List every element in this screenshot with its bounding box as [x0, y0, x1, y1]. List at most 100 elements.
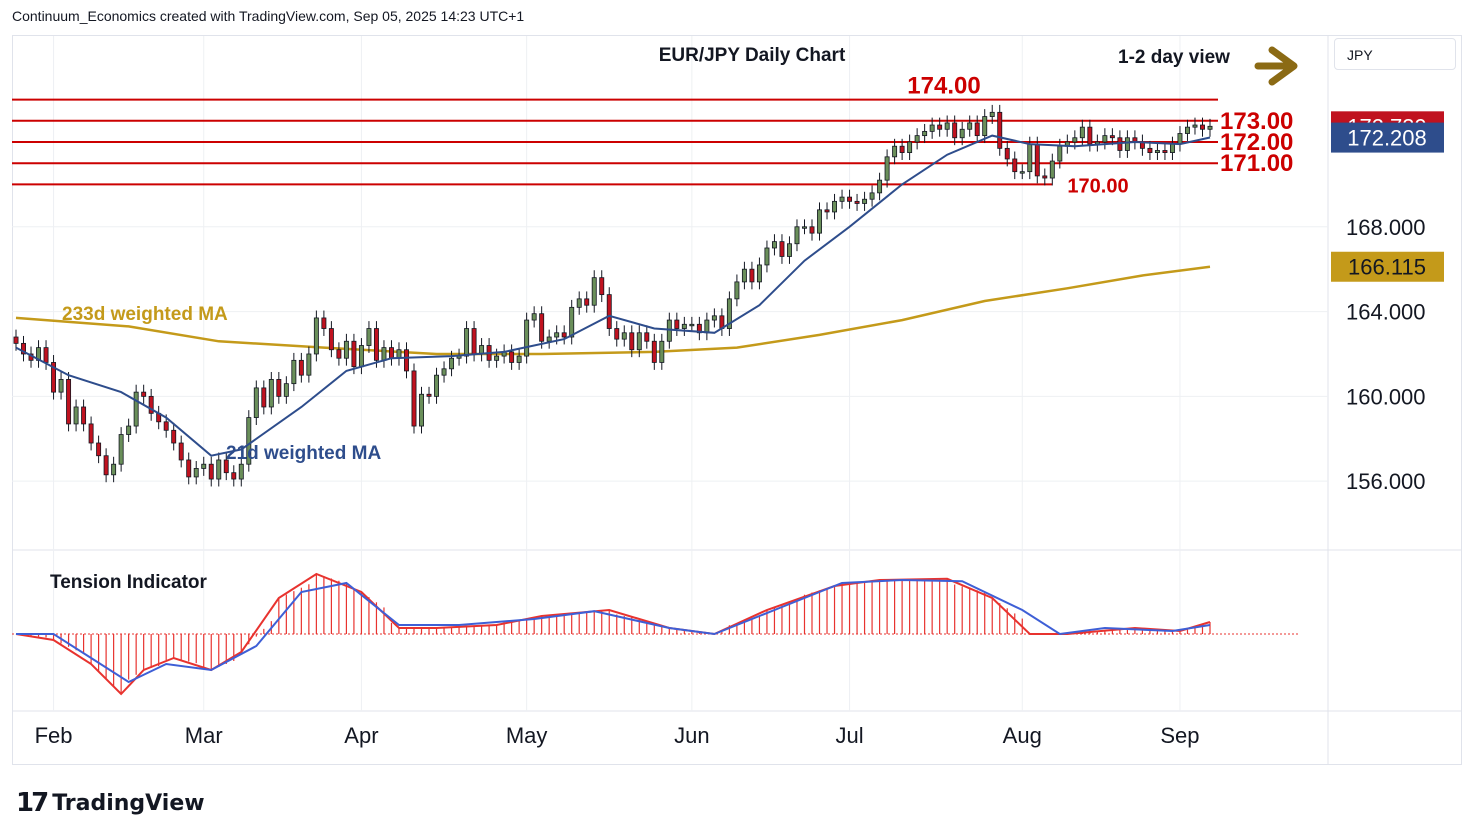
candle-body [959, 128, 965, 139]
candle-body [1147, 147, 1153, 153]
candle-body [1124, 137, 1130, 151]
candle-body [1079, 126, 1085, 139]
candle-body [787, 243, 792, 257]
candle-body [1004, 147, 1010, 160]
tension-indicator-label: Tension Indicator [50, 572, 208, 593]
candle-body [576, 298, 582, 308]
candle-body [531, 313, 537, 321]
x-month-label: Sep [1160, 723, 1199, 748]
tradingview-logo-text: TradingView [52, 790, 205, 816]
candle-body [351, 340, 357, 368]
candle-body [997, 111, 1003, 149]
price-badge-label: 166.115 [1348, 255, 1426, 280]
candle-body [1042, 175, 1048, 179]
candle-body [441, 368, 447, 376]
price-badge [1331, 122, 1444, 153]
candle-body [817, 209, 822, 234]
candle-body [411, 370, 417, 427]
candle-body [884, 156, 890, 181]
candle-body [711, 315, 717, 321]
candle-body [58, 379, 64, 393]
candle-body [1154, 150, 1160, 153]
x-month-label: Mar [185, 723, 223, 748]
candle-body [1185, 126, 1190, 134]
candle-body [967, 122, 973, 130]
candle-body [276, 379, 282, 397]
candle-body [253, 387, 259, 418]
tradingview-logo[interactable]: 17 TradingView [16, 788, 205, 818]
x-month-label: Apr [344, 723, 378, 748]
candle-body [13, 336, 19, 344]
candle-body [1192, 124, 1198, 128]
candle-body [426, 393, 432, 397]
candle-body [186, 459, 192, 478]
level-label: 172.00 [1220, 129, 1293, 156]
candle-body [193, 468, 199, 478]
candle-body [261, 387, 267, 408]
candle-body [771, 241, 777, 249]
candle-body [922, 130, 928, 137]
candle-body [389, 347, 394, 359]
candle-body [854, 200, 860, 204]
candle-body [929, 124, 935, 132]
view-label: 1-2 day view [1118, 47, 1230, 68]
candle-body [343, 340, 349, 359]
candle-body [1057, 145, 1063, 162]
chart-header-attribution: Continuum_Economics created with Trading… [12, 8, 525, 24]
candle-body [591, 277, 597, 306]
level-label: 174.00 [907, 73, 980, 100]
candle-body [509, 351, 515, 363]
candle-body [937, 124, 943, 130]
candle-body [51, 362, 57, 393]
candle-body [1177, 133, 1183, 145]
candle-body [561, 332, 567, 338]
candle-body [689, 323, 695, 327]
candle-body [1207, 125, 1213, 130]
candle-body [892, 145, 898, 158]
level-label: 171.00 [1220, 150, 1293, 177]
x-month-label: Aug [1003, 723, 1042, 748]
candle-body [1072, 137, 1078, 143]
candle-body [569, 306, 575, 338]
candle-body [171, 429, 177, 444]
price-badge [1331, 251, 1444, 282]
y-tick-label: 160.000 [1346, 384, 1426, 409]
candle-body [869, 192, 875, 200]
candle-body [118, 434, 124, 465]
candle-body [794, 226, 800, 245]
candle-body [606, 294, 612, 329]
y-tick-label: 168.000 [1346, 215, 1426, 240]
candle-body [419, 393, 424, 427]
candle-body [516, 355, 522, 363]
candle-body [298, 359, 304, 376]
candle-body [373, 328, 379, 361]
candle-body [636, 332, 642, 351]
candle-body [907, 141, 913, 153]
candle-body [238, 463, 244, 480]
candle-body [1102, 135, 1108, 143]
candle-body [96, 442, 102, 457]
candle-body [756, 264, 762, 283]
right-arrow-icon [1254, 46, 1298, 86]
candle-body [974, 122, 980, 137]
candle-body [494, 355, 500, 361]
candle-body [862, 198, 868, 204]
candle-body [614, 328, 620, 340]
chart-frame[interactable] [12, 35, 1462, 765]
candle-body [1162, 150, 1168, 153]
candle-body [621, 332, 627, 340]
candle-body [674, 319, 680, 329]
candle-body [1027, 143, 1033, 173]
candle-body [268, 379, 274, 408]
currency-label[interactable]: JPY [1334, 38, 1456, 70]
candle-body [847, 196, 853, 202]
candle-body [141, 391, 147, 397]
candle-body [681, 323, 687, 329]
candle-body [877, 179, 883, 194]
candle-body [43, 347, 49, 363]
candle-body [313, 317, 319, 355]
candle-body [366, 328, 372, 346]
candle-body [749, 268, 755, 283]
candle-body [599, 277, 605, 296]
